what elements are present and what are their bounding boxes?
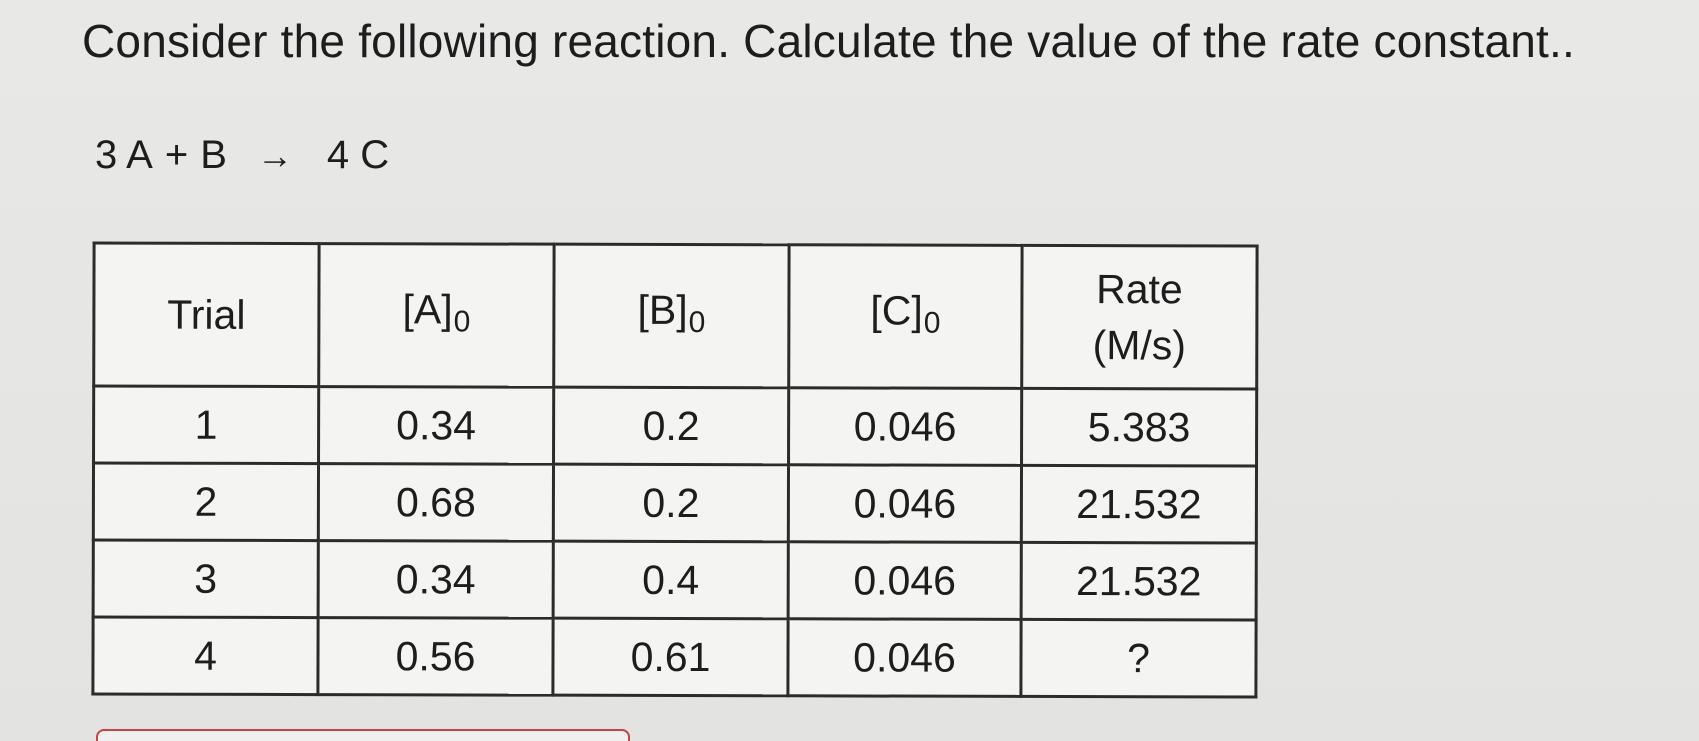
cell-c: 0.046 bbox=[788, 387, 1022, 466]
cell-a: 0.68 bbox=[318, 463, 554, 542]
header-rate: Rate (M/s) bbox=[1021, 245, 1258, 390]
cell-b: 0.4 bbox=[553, 541, 789, 619]
answer-input-box[interactable] bbox=[96, 729, 630, 741]
cell-trial: 4 bbox=[92, 616, 319, 695]
header-b-subscript: 0 bbox=[688, 305, 706, 339]
header-a-subscript: 0 bbox=[453, 304, 471, 338]
cell-rate: 21.532 bbox=[1021, 465, 1257, 544]
kinetics-data-table: Trial [A]0 [B]0 [C]0 Rate (M/s) 1 0.34 0… bbox=[91, 241, 1259, 699]
product-c: 4 C bbox=[326, 133, 390, 177]
cell-b: 0.2 bbox=[553, 387, 789, 465]
table-row: 1 0.34 0.2 0.046 5.383 bbox=[93, 385, 1257, 467]
header-trial-label: Trial bbox=[167, 291, 246, 338]
plus-sign: + bbox=[164, 133, 189, 177]
cell-trial: 1 bbox=[93, 385, 319, 464]
header-rate-units: (M/s) bbox=[1092, 322, 1187, 369]
cell-trial: 3 bbox=[93, 539, 319, 618]
table-row: 3 0.34 0.4 0.046 21.532 bbox=[93, 539, 1257, 621]
reactant-a: 3 A bbox=[95, 133, 153, 177]
cell-c: 0.046 bbox=[788, 464, 1022, 543]
cell-b: 0.2 bbox=[553, 464, 789, 542]
cell-c: 0.046 bbox=[787, 618, 1022, 697]
reaction-arrow-icon: → bbox=[256, 134, 293, 176]
header-a-label: [A] bbox=[402, 285, 453, 332]
cell-rate: 21.532 bbox=[1021, 542, 1257, 621]
header-concentration-b: [B]0 bbox=[553, 244, 790, 388]
header-trial: Trial bbox=[93, 242, 320, 387]
cell-a: 0.34 bbox=[318, 540, 554, 619]
reactant-b: B bbox=[200, 133, 227, 177]
question-text: Consider the following reaction. Calcula… bbox=[82, 15, 1575, 67]
header-c-label: [C] bbox=[870, 287, 923, 334]
cell-trial: 2 bbox=[93, 462, 319, 541]
header-concentration-c: [C]0 bbox=[788, 244, 1023, 389]
cell-rate: 5.383 bbox=[1021, 388, 1257, 467]
cell-rate-unknown: ? bbox=[1020, 619, 1257, 698]
cell-c: 0.046 bbox=[788, 541, 1022, 620]
header-c-subscript: 0 bbox=[923, 306, 941, 340]
cell-a: 0.34 bbox=[318, 386, 554, 465]
cell-b: 0.61 bbox=[552, 618, 789, 696]
table-header-row: Trial [A]0 [B]0 [C]0 Rate (M/s) bbox=[93, 242, 1258, 390]
header-rate-label: Rate bbox=[1096, 266, 1183, 313]
table-row: 2 0.68 0.2 0.046 21.532 bbox=[93, 462, 1257, 544]
cell-a: 0.56 bbox=[317, 617, 554, 696]
header-concentration-a: [A]0 bbox=[318, 243, 555, 388]
header-b-label: [B] bbox=[637, 286, 688, 333]
reaction-equation: 3 A + B → 4 C bbox=[95, 133, 389, 178]
table-row: 4 0.56 0.61 0.046 ? bbox=[92, 616, 1257, 698]
